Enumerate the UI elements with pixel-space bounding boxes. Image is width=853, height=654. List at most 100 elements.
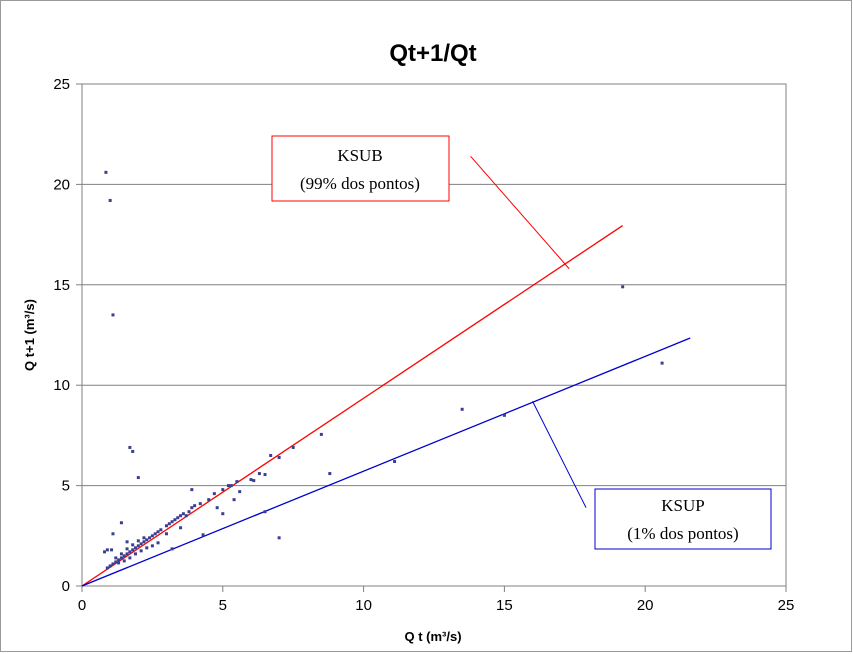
ksup-box: [594, 488, 772, 550]
data-point: [257, 472, 261, 476]
data-point: [117, 558, 121, 562]
data-point: [156, 541, 160, 545]
data-point: [179, 526, 183, 530]
data-point: [108, 198, 112, 202]
data-point: [173, 518, 177, 522]
data-point: [187, 510, 191, 514]
data-point: [226, 484, 230, 488]
data-point: [150, 544, 154, 548]
data-point: [176, 516, 180, 520]
data-point: [105, 566, 109, 570]
data-point: [502, 413, 506, 417]
data-point: [125, 547, 129, 551]
data-point: [134, 546, 138, 550]
data-point: [131, 548, 135, 552]
data-point: [263, 510, 267, 514]
data-point: [125, 552, 129, 556]
data-point: [221, 488, 225, 492]
data-point: [181, 512, 185, 516]
plot-area-border: [81, 83, 787, 587]
data-point: [119, 521, 123, 525]
data-point: [110, 548, 114, 552]
data-point: [153, 532, 157, 536]
ksup-pointer-line: [532, 401, 587, 508]
data-point: [193, 504, 197, 508]
data-point: [139, 549, 143, 553]
data-point: [108, 564, 112, 568]
data-point: [170, 547, 174, 551]
ksub-line: [81, 225, 624, 587]
data-point: [128, 550, 132, 554]
y-tick-label: 25: [53, 76, 70, 93]
y-axis-title: Q t+1 (m³/s): [22, 299, 37, 371]
x-tick-label: 10: [355, 597, 372, 614]
data-point: [131, 449, 135, 453]
chart-title: Qt+1/Qt: [389, 40, 476, 67]
data-point: [114, 560, 118, 564]
data-point: [104, 170, 108, 174]
ksup-percent-label: (1% dos pontos): [627, 524, 738, 543]
y-tick-label: 15: [53, 277, 70, 294]
data-point: [136, 544, 140, 548]
data-point: [111, 532, 115, 536]
data-point: [229, 484, 233, 488]
ksub-percent-label: (99% dos pontos): [300, 174, 420, 193]
data-point: [170, 520, 174, 524]
data-point: [263, 473, 267, 477]
x-tick-label: 25: [778, 597, 795, 614]
data-point: [111, 562, 115, 566]
data-points: [103, 170, 664, 570]
data-point: [131, 543, 135, 547]
data-point: [136, 476, 140, 480]
data-point: [207, 498, 211, 502]
data-point: [142, 536, 146, 540]
ksup-annotation: KSUP (1% dos pontos): [532, 401, 772, 550]
data-point: [190, 506, 194, 510]
data-point: [164, 524, 168, 528]
data-point: [221, 512, 225, 516]
data-point: [393, 460, 397, 464]
data-point: [291, 445, 295, 449]
data-point: [117, 561, 121, 565]
data-point: [119, 552, 123, 556]
x-tick-label: 20: [637, 597, 654, 614]
data-point: [105, 548, 109, 552]
ksup-label: KSUP: [661, 496, 704, 515]
data-point: [148, 536, 152, 540]
data-point: [232, 498, 236, 502]
data-point: [156, 530, 160, 534]
y-tick-label: 10: [53, 377, 70, 394]
data-point: [235, 480, 239, 484]
data-point: [201, 533, 205, 537]
data-point: [238, 490, 242, 494]
data-point: [125, 540, 129, 544]
data-point: [128, 445, 132, 449]
data-point: [164, 532, 168, 536]
data-point: [215, 506, 219, 510]
data-point: [212, 492, 216, 496]
data-point: [142, 540, 146, 544]
data-point: [122, 554, 126, 558]
axis-ticks: 0 5 10 15 20 25 0 5 10 15 20 25: [53, 76, 794, 614]
data-point: [460, 407, 464, 411]
x-tick-label: 15: [496, 597, 513, 614]
data-point: [660, 361, 664, 365]
data-point: [111, 313, 115, 317]
data-point: [252, 479, 256, 483]
x-tick-label: 5: [219, 597, 227, 614]
data-point: [136, 539, 140, 543]
data-point: [139, 542, 143, 546]
data-point: [277, 455, 281, 459]
data-point: [319, 432, 323, 436]
data-point: [114, 556, 118, 560]
ksup-line: [81, 337, 691, 587]
y-tick-label: 5: [62, 478, 70, 495]
data-point: [145, 546, 149, 550]
data-point: [150, 534, 154, 538]
ksub-annotation: KSUB (99% dos pontos): [271, 135, 570, 270]
x-axis-title: Q t (m³/s): [404, 629, 461, 644]
y-tick-label: 0: [62, 578, 70, 595]
data-point: [190, 488, 194, 492]
